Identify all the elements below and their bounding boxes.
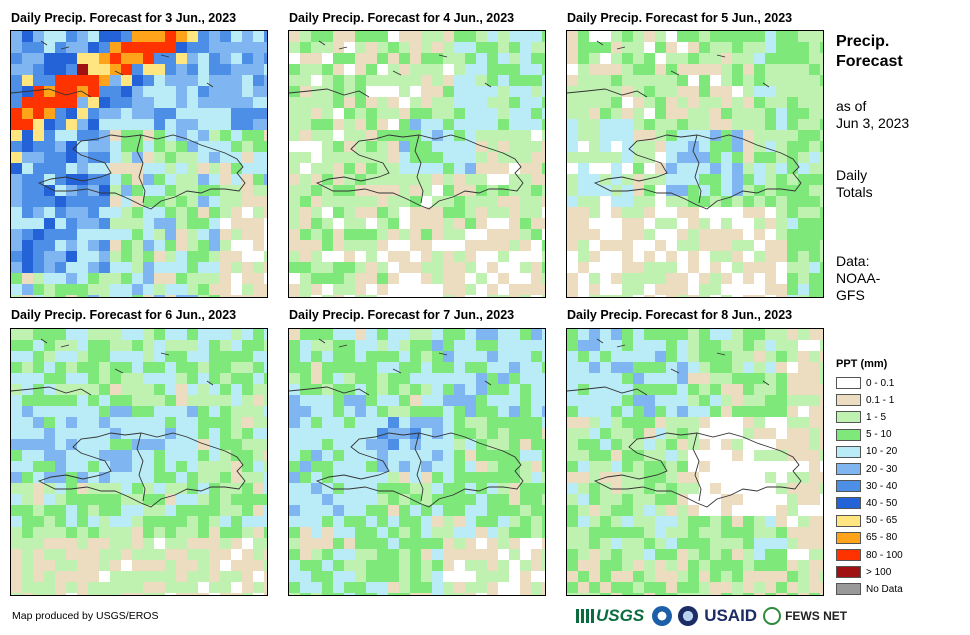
- legend-swatch: [836, 411, 861, 424]
- usgs-mark-icon: [576, 609, 594, 623]
- map-credit: Map produced by USGS/EROS: [12, 610, 159, 622]
- hispaniola-outline: [11, 338, 246, 508]
- panel-title-5: Daily Precip. Forecast for 7 Jun., 2023: [289, 308, 515, 322]
- sidebar-title-line2: Forecast: [836, 53, 903, 70]
- legend-item: 1 - 5: [836, 410, 886, 424]
- panel-title-4: Daily Precip. Forecast for 6 Jun., 2023: [11, 308, 237, 322]
- legend-label: 50 - 65: [866, 515, 898, 527]
- forecast-map-day6: [566, 328, 824, 596]
- legend-swatch: [836, 497, 861, 510]
- forecast-map-day5: [288, 328, 546, 596]
- legend-swatch: [836, 514, 861, 527]
- legend-label: 40 - 50: [866, 497, 898, 509]
- legend-label: 0 - 0.1: [866, 377, 895, 389]
- precip-grid: [289, 31, 545, 297]
- precip-grid: [11, 31, 267, 297]
- legend-item: 65 - 80: [836, 531, 897, 545]
- totals-line1: Daily: [836, 167, 868, 183]
- fews-logo-text: FEWS NET: [785, 609, 848, 623]
- as-of-value: Jun 3, 2023: [836, 115, 910, 131]
- legend-item: 5 - 10: [836, 428, 892, 442]
- as-of-label: as of: [836, 98, 867, 114]
- noaa-logo-icon: [652, 606, 673, 626]
- legend-label: > 100: [866, 566, 892, 578]
- legend-swatch: [836, 445, 861, 458]
- legend-title: PPT (mm): [836, 358, 888, 370]
- hispaniola-outline: [567, 40, 802, 210]
- legend-swatch: [836, 463, 861, 475]
- legend-swatch: [836, 377, 861, 389]
- legend-swatch: [836, 531, 861, 544]
- legend-swatch: [836, 583, 861, 596]
- panel-title-3: Daily Precip. Forecast for 5 Jun., 2023: [567, 11, 793, 25]
- totals-line2: Totals: [836, 184, 873, 200]
- legend-swatch: [836, 394, 861, 407]
- legend-label: No Data: [866, 583, 903, 595]
- legend-label: 65 - 80: [866, 532, 898, 544]
- legend-label: 1 - 5: [866, 411, 887, 423]
- data-source-line3: GFS: [836, 287, 865, 303]
- hispaniola-outline: [289, 40, 524, 210]
- legend-label: 30 - 40: [866, 480, 898, 492]
- panel-title-6: Daily Precip. Forecast for 8 Jun., 2023: [567, 308, 793, 322]
- data-source-line1: Data:: [836, 253, 870, 269]
- usgs-logo-text: USGS: [596, 606, 645, 625]
- panel-title-1: Daily Precip. Forecast for 3 Jun., 2023: [11, 11, 237, 25]
- legend-item: 0 - 0.1: [836, 376, 894, 390]
- legend-item: > 100: [836, 565, 891, 579]
- usgs-logo: USGS: [576, 606, 644, 626]
- legend-label: 10 - 20: [866, 446, 898, 458]
- precip-grid: [289, 329, 545, 595]
- data-source: Data: NOAA- GFS: [836, 253, 880, 304]
- fews-net-logo: FEWS NET: [763, 607, 847, 625]
- legend-label: 5 - 10: [866, 429, 892, 441]
- legend-item: 30 - 40: [836, 479, 897, 493]
- legend-swatch: [836, 480, 861, 493]
- usaid-logo: USAID: [704, 606, 758, 625]
- data-source-line2: NOAA-: [836, 270, 881, 286]
- legend-item: 0.1 - 1: [836, 393, 894, 407]
- hispaniola-outline: [11, 40, 246, 210]
- sidebar-title-line1: Precip.: [836, 33, 890, 50]
- legend-label: 20 - 30: [866, 463, 898, 475]
- legend-swatch: [836, 566, 861, 579]
- legend-item: 10 - 20: [836, 445, 897, 459]
- sidebar-title: Precip. Forecast: [836, 32, 903, 72]
- forecast-map-day2: [288, 30, 546, 298]
- legend-item: 20 - 30: [836, 462, 897, 476]
- doi-logo-icon: [678, 606, 699, 626]
- panel-title-2: Daily Precip. Forecast for 4 Jun., 2023: [289, 11, 515, 25]
- legend-label: 80 - 100: [866, 549, 903, 561]
- forecast-map-day1: [10, 30, 268, 298]
- precip-grid: [567, 329, 823, 595]
- hispaniola-outline: [567, 338, 802, 508]
- precip-grid: [11, 329, 267, 595]
- totals-note: Daily Totals: [836, 167, 873, 201]
- legend-item: 50 - 65: [836, 514, 897, 528]
- legend-swatch: [836, 428, 861, 441]
- forecast-map-day3: [566, 30, 824, 298]
- legend-label: 0.1 - 1: [866, 394, 895, 406]
- fews-leaf-icon: [763, 607, 782, 625]
- partner-logos: USGS USAID FEWS NET: [576, 602, 847, 630]
- hispaniola-outline: [289, 338, 524, 508]
- legend-item: 80 - 100: [836, 548, 903, 562]
- legend-item: 40 - 50: [836, 496, 897, 510]
- legend-item: No Data: [836, 582, 903, 596]
- as-of-date: as of Jun 3, 2023: [836, 98, 909, 132]
- forecast-map-day4: [10, 328, 268, 596]
- legend-swatch: [836, 549, 861, 561]
- precip-grid: [567, 31, 823, 297]
